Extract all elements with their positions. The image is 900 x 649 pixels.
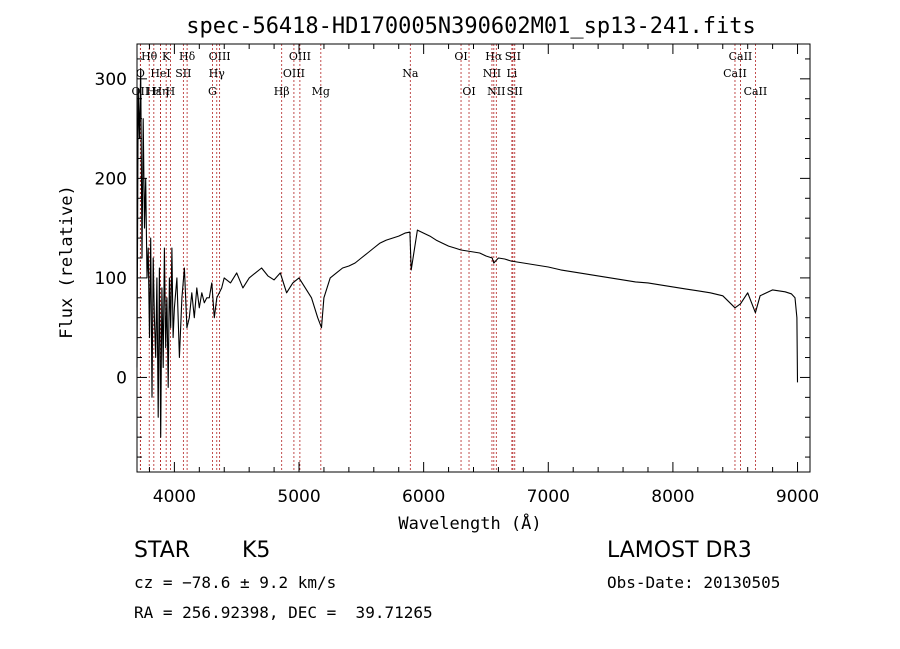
spectral-line-label: G: [208, 85, 217, 98]
x-tick-label: 6000: [402, 487, 445, 507]
spectral-line-label: OIII: [209, 50, 231, 63]
spectral-line-label: SII: [507, 85, 523, 98]
spectral-line-label: CaII: [729, 50, 753, 63]
y-axis-label: Flux (relative): [57, 185, 77, 339]
spectral-line-label: CaII: [723, 67, 747, 80]
spectral-line-label: OIII: [289, 50, 311, 63]
y-tick-label: 200: [95, 169, 127, 189]
spectral-line-label: SII: [175, 67, 191, 80]
spectral-line-label: Hγ: [209, 67, 226, 80]
x-tick-label: 9000: [776, 487, 819, 507]
x-axis-label: Wavelength (Å): [398, 512, 541, 534]
spectral-line-label: Hβ: [274, 85, 290, 98]
coordinates: RA = 256.92398, DEC = 39.71265: [134, 603, 433, 622]
object-subclass: K5: [242, 538, 271, 563]
x-tick-label: 8000: [651, 487, 694, 507]
spectral-line-label: Li: [506, 67, 517, 80]
y-tick-label: 100: [95, 269, 127, 289]
spectral-line-label: Na: [402, 67, 419, 80]
spectral-line-label: NII: [483, 67, 501, 80]
spectral-line-label: OIII: [283, 67, 305, 80]
chart-title: spec-56418-HD170005N390602M01_sp13-241.f…: [186, 14, 756, 39]
spectral-line-label: CaII: [744, 85, 768, 98]
spectral-line-label: Hα: [485, 50, 503, 63]
spectral-line-label: OI: [462, 85, 475, 98]
spectral-line-label: Hδ: [179, 50, 196, 63]
y-tick-label: 300: [95, 70, 127, 90]
plot-frame: [136, 43, 811, 473]
x-tick-label: 5000: [277, 487, 320, 507]
spectral-line-label: Hε: [146, 85, 162, 98]
survey-name: LAMOST DR3: [607, 538, 752, 563]
spectral-line-label: SII: [505, 50, 521, 63]
spectral-line-label: Hθ: [141, 50, 158, 63]
spectral-line-label: Mg: [312, 85, 330, 98]
object-class: STAR: [134, 538, 191, 563]
y-tick-label: 0: [116, 368, 127, 388]
spectral-line-label: OI: [454, 50, 467, 63]
axis-ticks: 4000 5000 6000 7000 8000 9000 0 100 200 300: [95, 44, 819, 507]
redshift-velocity: cz = −78.6 ± 9.2 km/s: [134, 573, 337, 592]
flux-series: [136, 68, 799, 438]
spectral-line-label: K: [162, 50, 171, 63]
spectral-line-label: Hη: [152, 85, 168, 98]
spectral-line-label: NII: [487, 85, 505, 98]
x-tick-label: 4000: [153, 487, 196, 507]
flux-line: [136, 68, 799, 438]
x-tick-label: 7000: [527, 487, 570, 507]
observation-date: Obs-Date: 20130505: [607, 573, 781, 592]
spectral-line-label: H: [166, 85, 176, 98]
